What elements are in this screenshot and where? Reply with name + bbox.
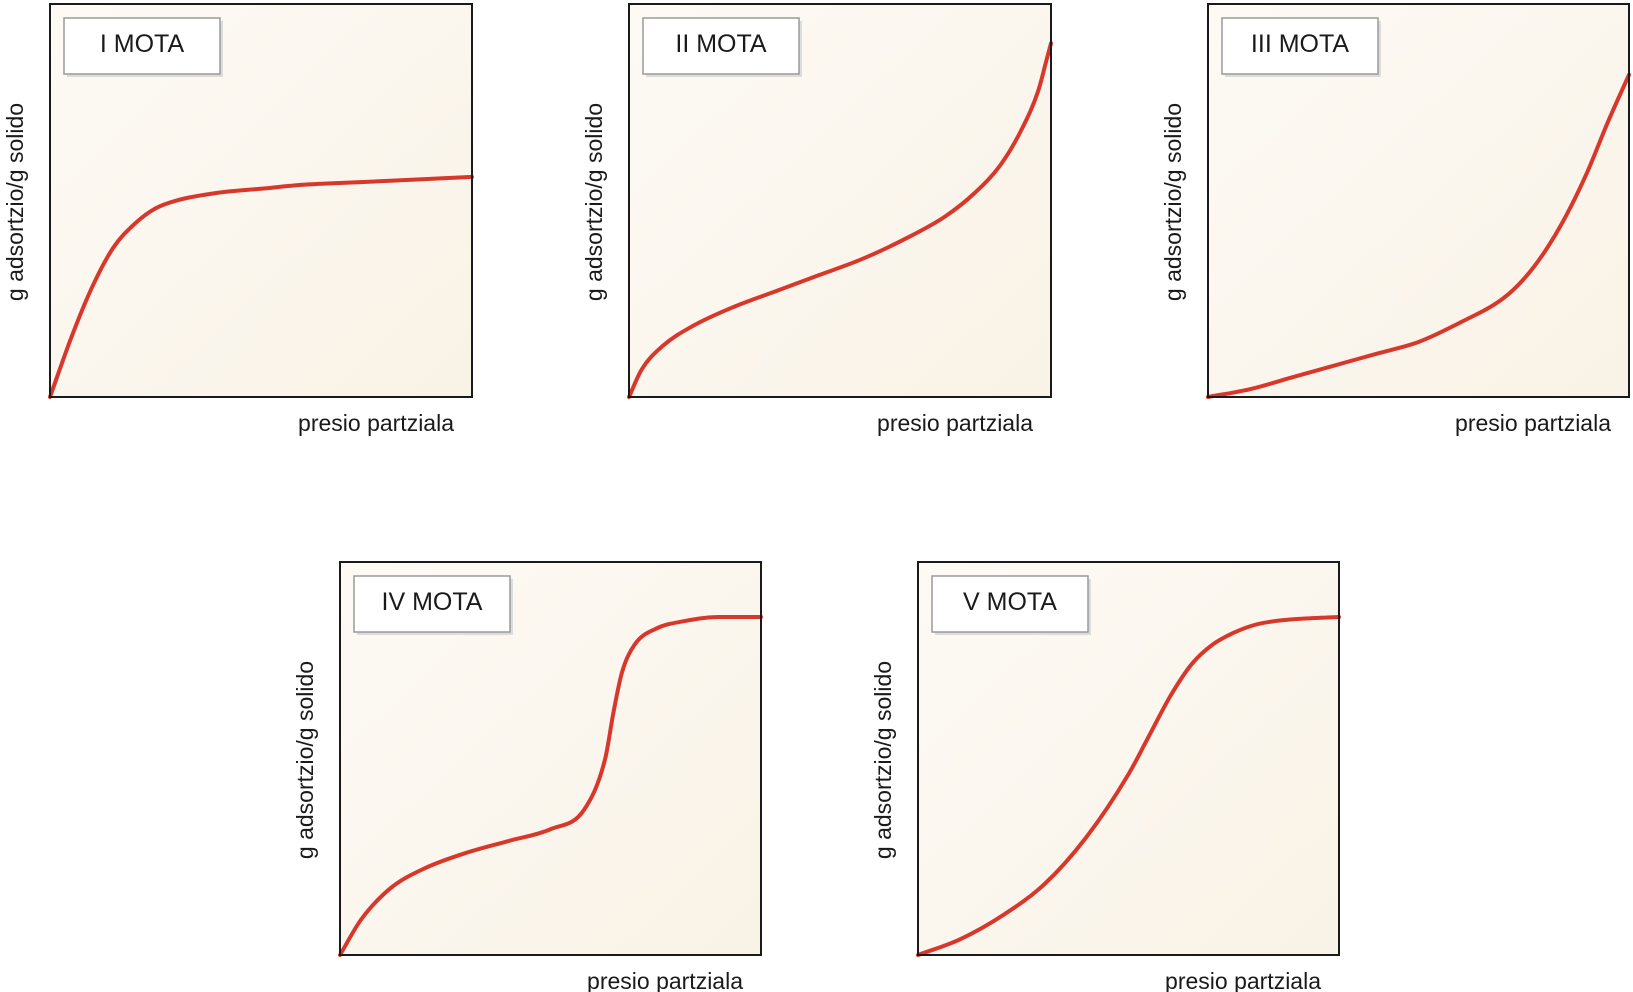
chart-panel: V MOTA presio partziala g adsortzio/g soli… <box>870 561 1341 992</box>
isotherm-curve <box>627 41 1053 399</box>
isotherm-curve <box>916 615 1341 957</box>
chart-title: II MOTA <box>675 30 767 58</box>
chart-panel: II MOTA presio partziala g adsortzio/g sol… <box>581 3 1053 436</box>
title-tag <box>931 575 1089 633</box>
title-tag <box>1221 17 1379 75</box>
y-axis-label: g adsortzio/g solido <box>292 661 318 859</box>
x-axis-label: presio partziala <box>298 410 454 436</box>
isotherm-curve <box>48 174 474 399</box>
chart-title: IV MOTA <box>382 588 483 616</box>
title-tag <box>642 17 800 75</box>
plot-frame <box>917 561 1340 956</box>
title-tag <box>353 575 511 633</box>
x-axis-label: presio partziala <box>587 968 743 992</box>
chart-panel: I MOTA presio partziala g adsortzio/g soli… <box>2 3 474 436</box>
plot-frame <box>1207 3 1630 398</box>
isotherm-curve <box>1206 72 1631 399</box>
y-axis-label: g adsortzio/g solido <box>2 103 28 301</box>
isotherm-curve <box>338 615 763 957</box>
chart-title: III MOTA <box>1251 30 1349 58</box>
plot-frame <box>628 3 1052 398</box>
title-tag <box>63 17 221 75</box>
plot-frame <box>339 561 762 956</box>
y-axis-label: g adsortzio/g solido <box>870 661 896 859</box>
plot-frame <box>49 3 473 398</box>
x-axis-label: presio partziala <box>877 410 1033 436</box>
y-axis-label: g adsortzio/g solido <box>1160 103 1186 301</box>
chart-title: V MOTA <box>963 588 1057 616</box>
chart-panel: IV MOTA presio partziala g adsortzio/g sol… <box>292 561 763 992</box>
x-axis-label: presio partziala <box>1165 968 1321 992</box>
y-axis-label: g adsortzio/g solido <box>581 103 607 301</box>
x-axis-label: presio partziala <box>1455 410 1611 436</box>
chart-title: I MOTA <box>100 30 185 58</box>
chart-panel: III MOTA presio partziala g adsortzio/g so… <box>1160 3 1631 436</box>
